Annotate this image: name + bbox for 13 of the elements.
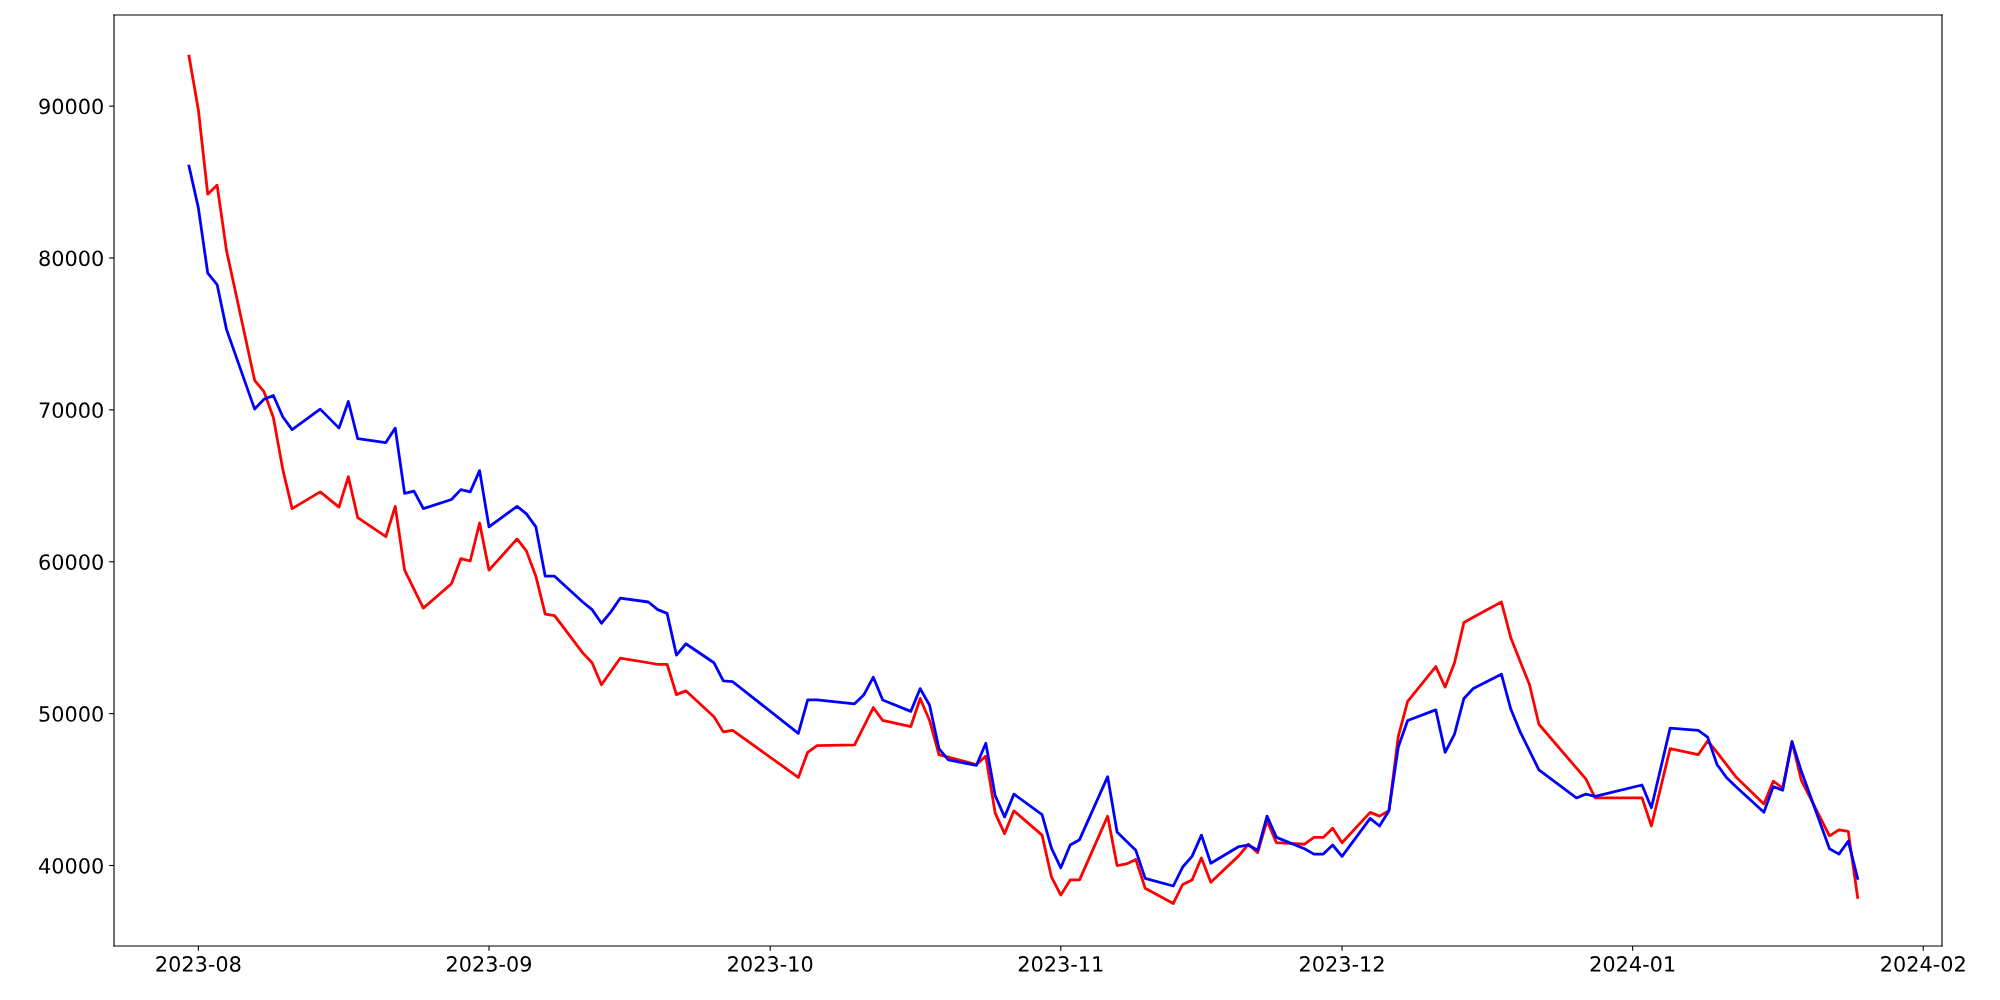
y-tick-label: 60000 (39, 554, 103, 570)
y-tick-label: 90000 (39, 98, 103, 115)
x-tick-label: 2023-10 (728, 956, 813, 972)
x-tick-label: 2024-02 (1881, 956, 1965, 972)
x-tick-label: 2023-11 (1018, 956, 1103, 972)
y-tick-label: 70000 (39, 402, 103, 419)
x-tick-label: 2023-09 (446, 956, 532, 972)
x-tick-label: 2023-12 (1300, 956, 1384, 972)
y-tick-label: 50000 (39, 706, 103, 722)
x-tick-label: 2024-01 (1590, 956, 1675, 972)
y-tick-label: 80000 (39, 250, 103, 267)
y-tick-label: 40000 (39, 857, 103, 874)
x-tick-label: 2023-08 (156, 956, 241, 972)
